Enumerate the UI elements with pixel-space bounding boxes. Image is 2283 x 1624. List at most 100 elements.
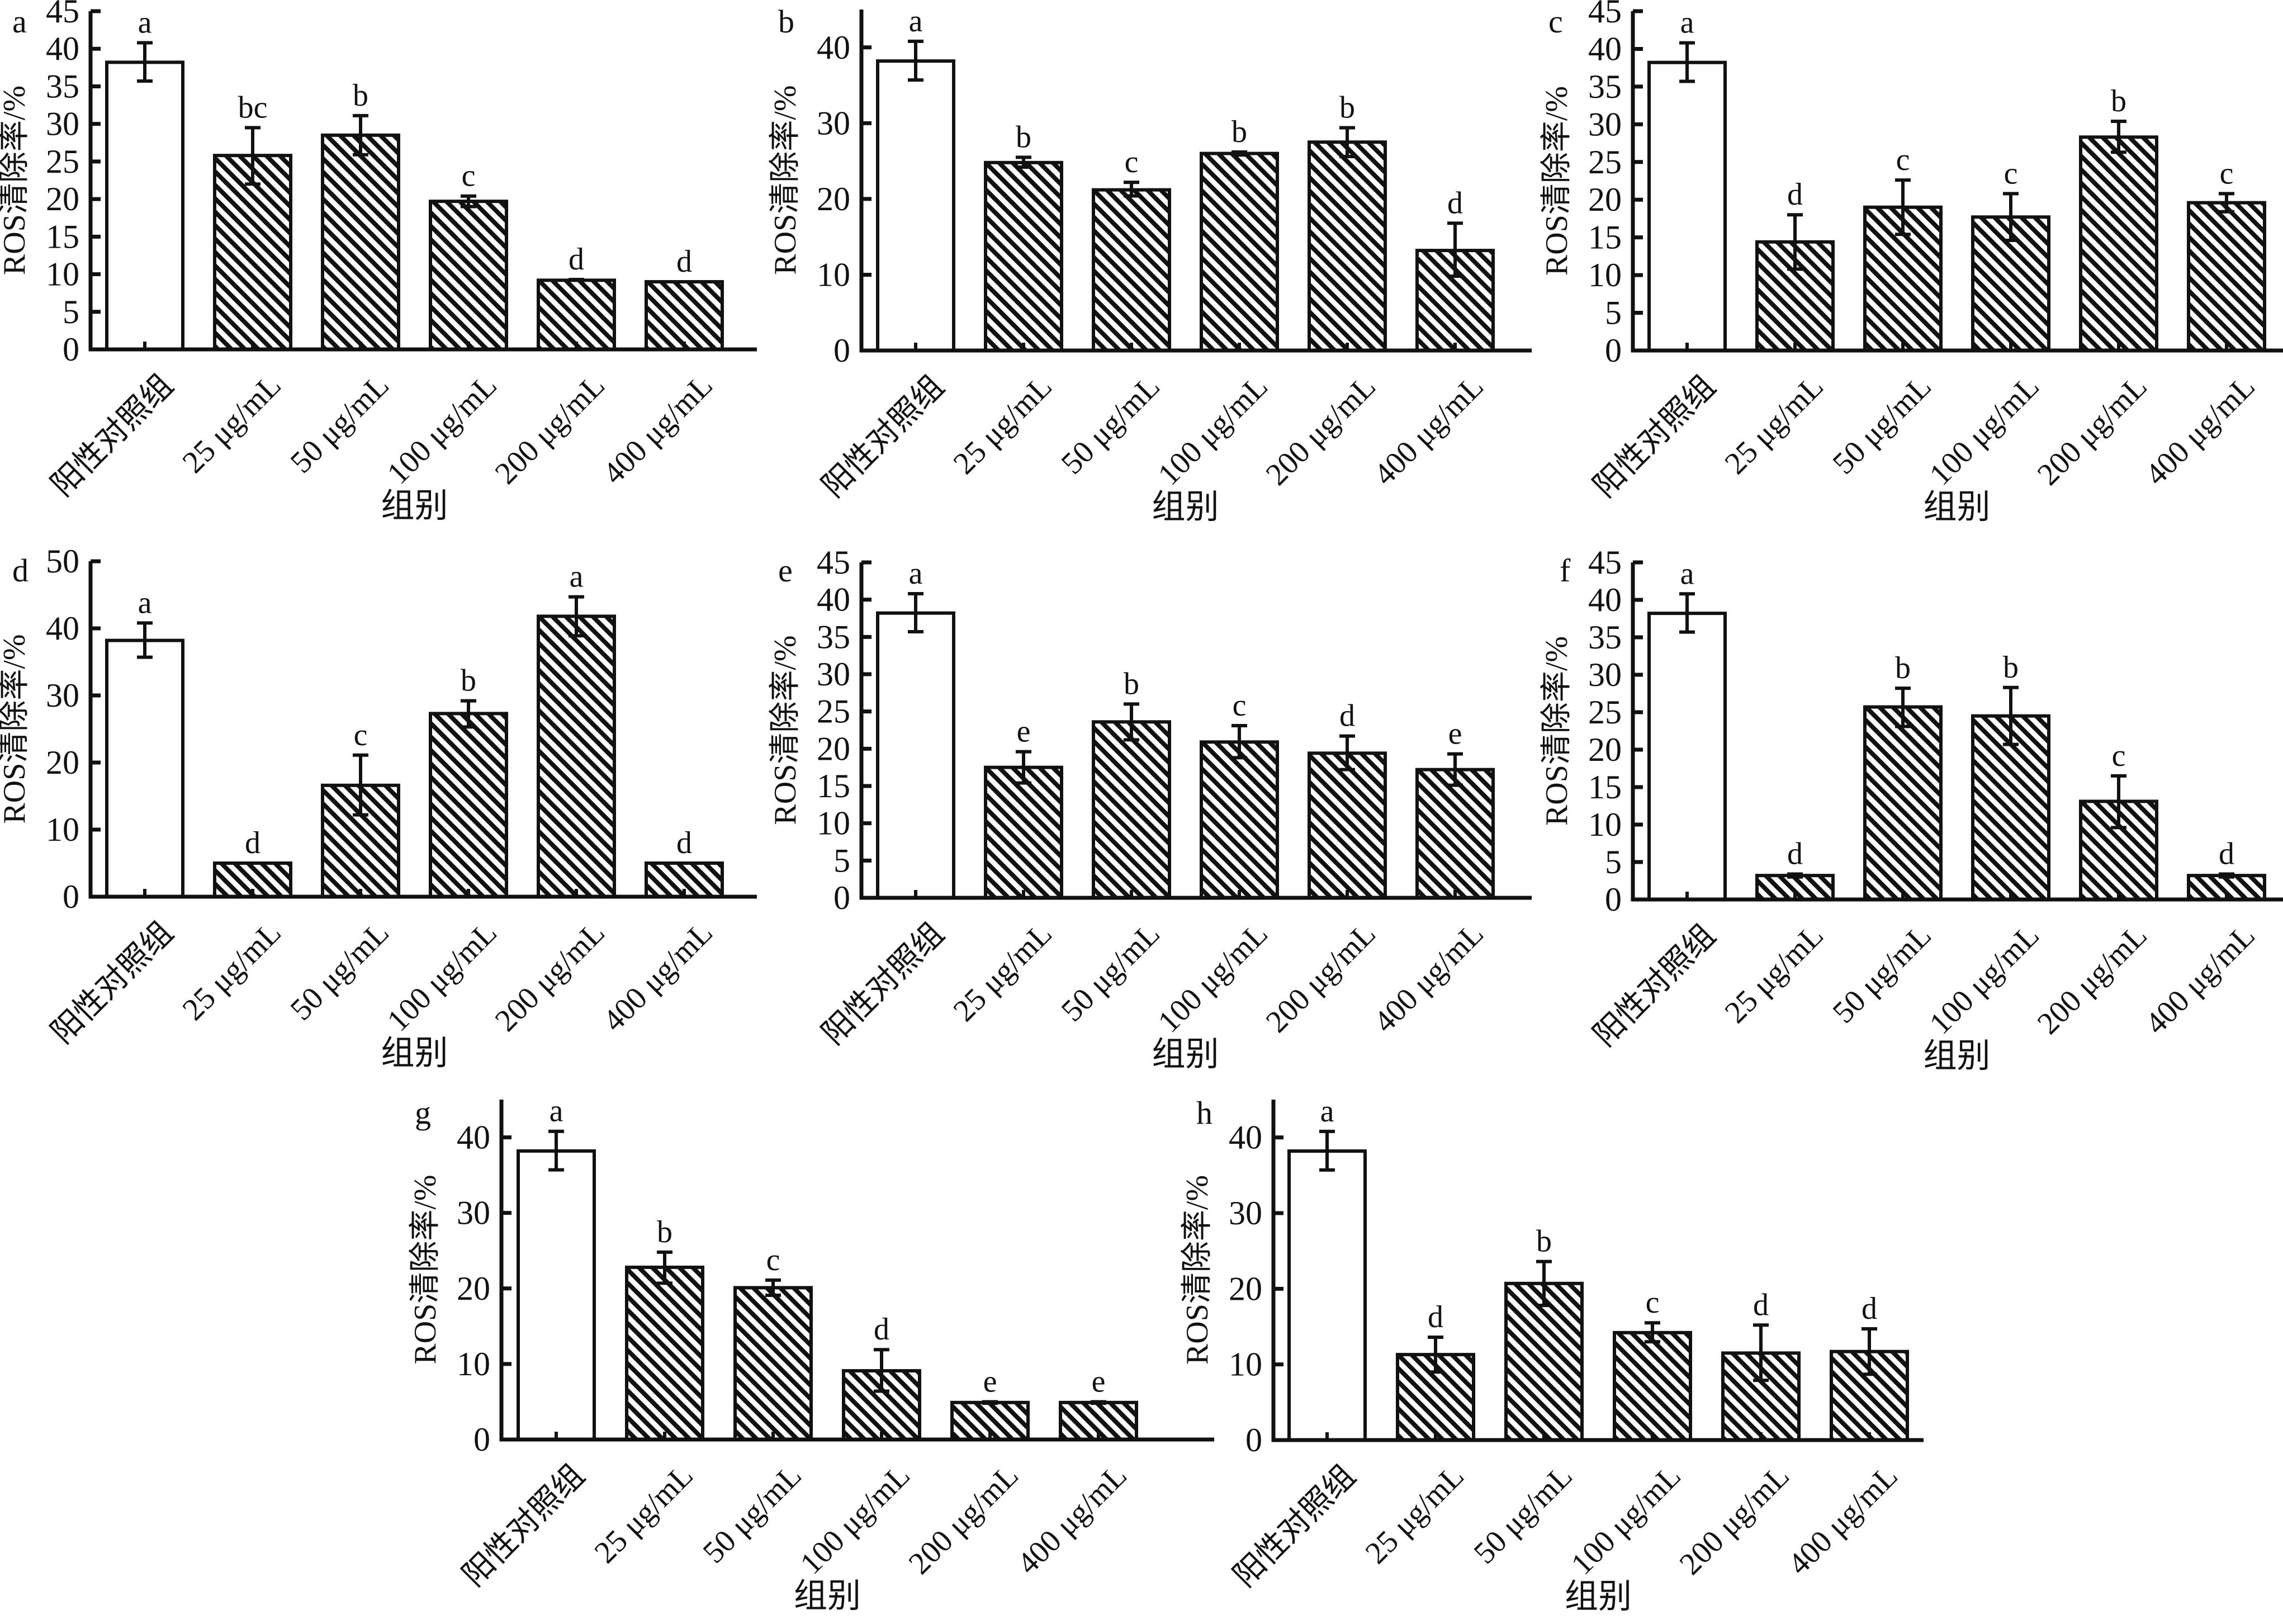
significance-label: c (2112, 738, 2126, 773)
y-tick-label: 10 (817, 805, 850, 842)
bar-2 (213, 154, 292, 351)
y-tick-label: 0 (63, 331, 79, 368)
y-tick-label: 5 (833, 842, 850, 879)
x-tick-label: 200 μg/mL (1259, 369, 1382, 492)
significance-label: c (766, 1243, 780, 1277)
y-tick-label: 45 (1588, 544, 1622, 581)
error-bar (1787, 213, 1803, 351)
y-tick-label: 40 (46, 610, 79, 647)
x-tick-label: 100 μg/mL (381, 915, 504, 1038)
panel-letter: a (12, 3, 27, 40)
bar-5 (2079, 135, 2158, 353)
significance-label: a (138, 585, 152, 620)
panel-letter: b (778, 3, 794, 40)
y-tick-label: 40 (817, 29, 850, 66)
y-tick-label: 30 (46, 677, 79, 714)
significance-label: c (1646, 1285, 1660, 1320)
bar-1 (1647, 612, 1727, 901)
y-tick-label: 20 (457, 1270, 490, 1307)
y-tick-label: 20 (1588, 731, 1622, 768)
error-bar (2111, 774, 2126, 899)
bar-6 (2187, 201, 2266, 352)
significance-label: b (2111, 84, 2126, 119)
x-tick-label: 200 μg/mL (1673, 1459, 1796, 1582)
x-tick-label: 阳性对照组 (816, 916, 951, 1052)
x-tick-label: 200 μg/mL (1259, 916, 1382, 1039)
significance-label: d (1447, 186, 1463, 220)
y-tick-label: 30 (1229, 1195, 1262, 1232)
y-axis-label: ROS清除率/% (1540, 636, 1574, 826)
x-tick-label: 50 μg/mL (1467, 1459, 1579, 1570)
x-tick-label: 400 μg/mL (596, 368, 719, 491)
panel-b: b a 阳性对照组 b 25 μg/mL c 50 μg/mL b 100 μg/mL b 200 … (768, 3, 1532, 525)
y-tick-label: 10 (1229, 1346, 1262, 1383)
x-tick-label: 400 μg/mL (2139, 918, 2262, 1041)
y-tick-label: 20 (1229, 1270, 1262, 1307)
significance-label: c (1233, 688, 1247, 723)
x-tick-label: 200 μg/mL (489, 368, 612, 491)
significance-label: d (874, 1312, 889, 1347)
y-tick-label: 35 (817, 618, 850, 655)
significance-label: c (354, 718, 368, 752)
bar-1 (1647, 60, 1727, 353)
y-tick-label: 30 (1588, 656, 1622, 693)
panel-h: h a 阳性对照组 d 25 μg/mL b 50 μg/mL c 100 μg/mL d 200 … (1180, 1094, 1924, 1615)
significance-label: c (462, 159, 476, 193)
x-tick-label: 阳性对照组 (1587, 369, 1722, 504)
significance-label: a (138, 5, 152, 40)
error-bar (245, 126, 260, 349)
significance-label: d (1787, 177, 1803, 212)
y-tick-label: 15 (817, 768, 850, 804)
error-bar (2003, 685, 2019, 899)
significance-label: a (909, 4, 923, 39)
y-axis-label: ROS清除率/% (1540, 86, 1574, 276)
x-tick-label: 阳性对照组 (45, 915, 180, 1050)
significance-label: e (1092, 1364, 1106, 1399)
y-tick-label: 10 (457, 1346, 490, 1382)
panel-c: c a 阳性对照组 d 25 μg/mL c 50 μg/mL c 100 μg/mL b 200 … (1540, 0, 2283, 525)
y-axis-label: ROS清除率/% (408, 1175, 443, 1364)
y-tick-label: 40 (1229, 1119, 1262, 1156)
panel-g: g a 阳性对照组 b 25 μg/mL c 50 μg/mL d 100 μg/mL e 200 … (408, 1094, 1214, 1614)
x-tick-label: 25 μg/mL (947, 916, 1059, 1028)
error-bar (1645, 1321, 1660, 1440)
y-tick-label: 10 (1588, 257, 1622, 293)
y-tick-label: 15 (1588, 219, 1622, 256)
x-tick-label: 50 μg/mL (284, 915, 396, 1027)
y-tick-label: 0 (1605, 332, 1622, 369)
x-tick-label: 200 μg/mL (2031, 369, 2154, 492)
x-axis-label: 组别 (1565, 1578, 1632, 1615)
error-bar (908, 592, 923, 898)
panel-letter: g (415, 1095, 431, 1131)
x-tick-label: 25 μg/mL (1718, 369, 1830, 481)
bar-4 (429, 200, 508, 351)
bar-3 (1092, 720, 1171, 900)
significance-label: b (657, 1215, 672, 1249)
x-tick-label: 100 μg/mL (1565, 1459, 1688, 1582)
x-tick-label: 50 μg/mL (1826, 918, 1938, 1030)
y-tick-label: 40 (1588, 30, 1622, 67)
bar-1 (1287, 1149, 1367, 1442)
x-axis-label: 组别 (381, 1035, 448, 1072)
x-axis-label: 组别 (1152, 1036, 1219, 1073)
y-tick-label: 45 (46, 0, 79, 30)
y-tick-label: 40 (1588, 581, 1622, 618)
x-tick-label: 400 μg/mL (1367, 916, 1490, 1039)
y-tick-label: 10 (1588, 806, 1622, 843)
significance-label: d (676, 826, 692, 860)
y-tick-label: 20 (46, 744, 79, 781)
y-tick-label: 50 (46, 543, 79, 580)
y-tick-label: 25 (46, 143, 79, 180)
bar-4 (1200, 740, 1279, 900)
panel-letter: h (1196, 1095, 1212, 1131)
significance-label: d (2219, 836, 2234, 871)
bar-3 (733, 1286, 813, 1442)
x-axis-label: 组别 (794, 1578, 861, 1614)
bar-2 (625, 1265, 704, 1442)
bar-6 (1415, 768, 1495, 899)
y-tick-label: 30 (457, 1195, 490, 1232)
bar-4 (1613, 1331, 1692, 1442)
bar-1 (105, 638, 184, 898)
error-bar (461, 699, 476, 897)
